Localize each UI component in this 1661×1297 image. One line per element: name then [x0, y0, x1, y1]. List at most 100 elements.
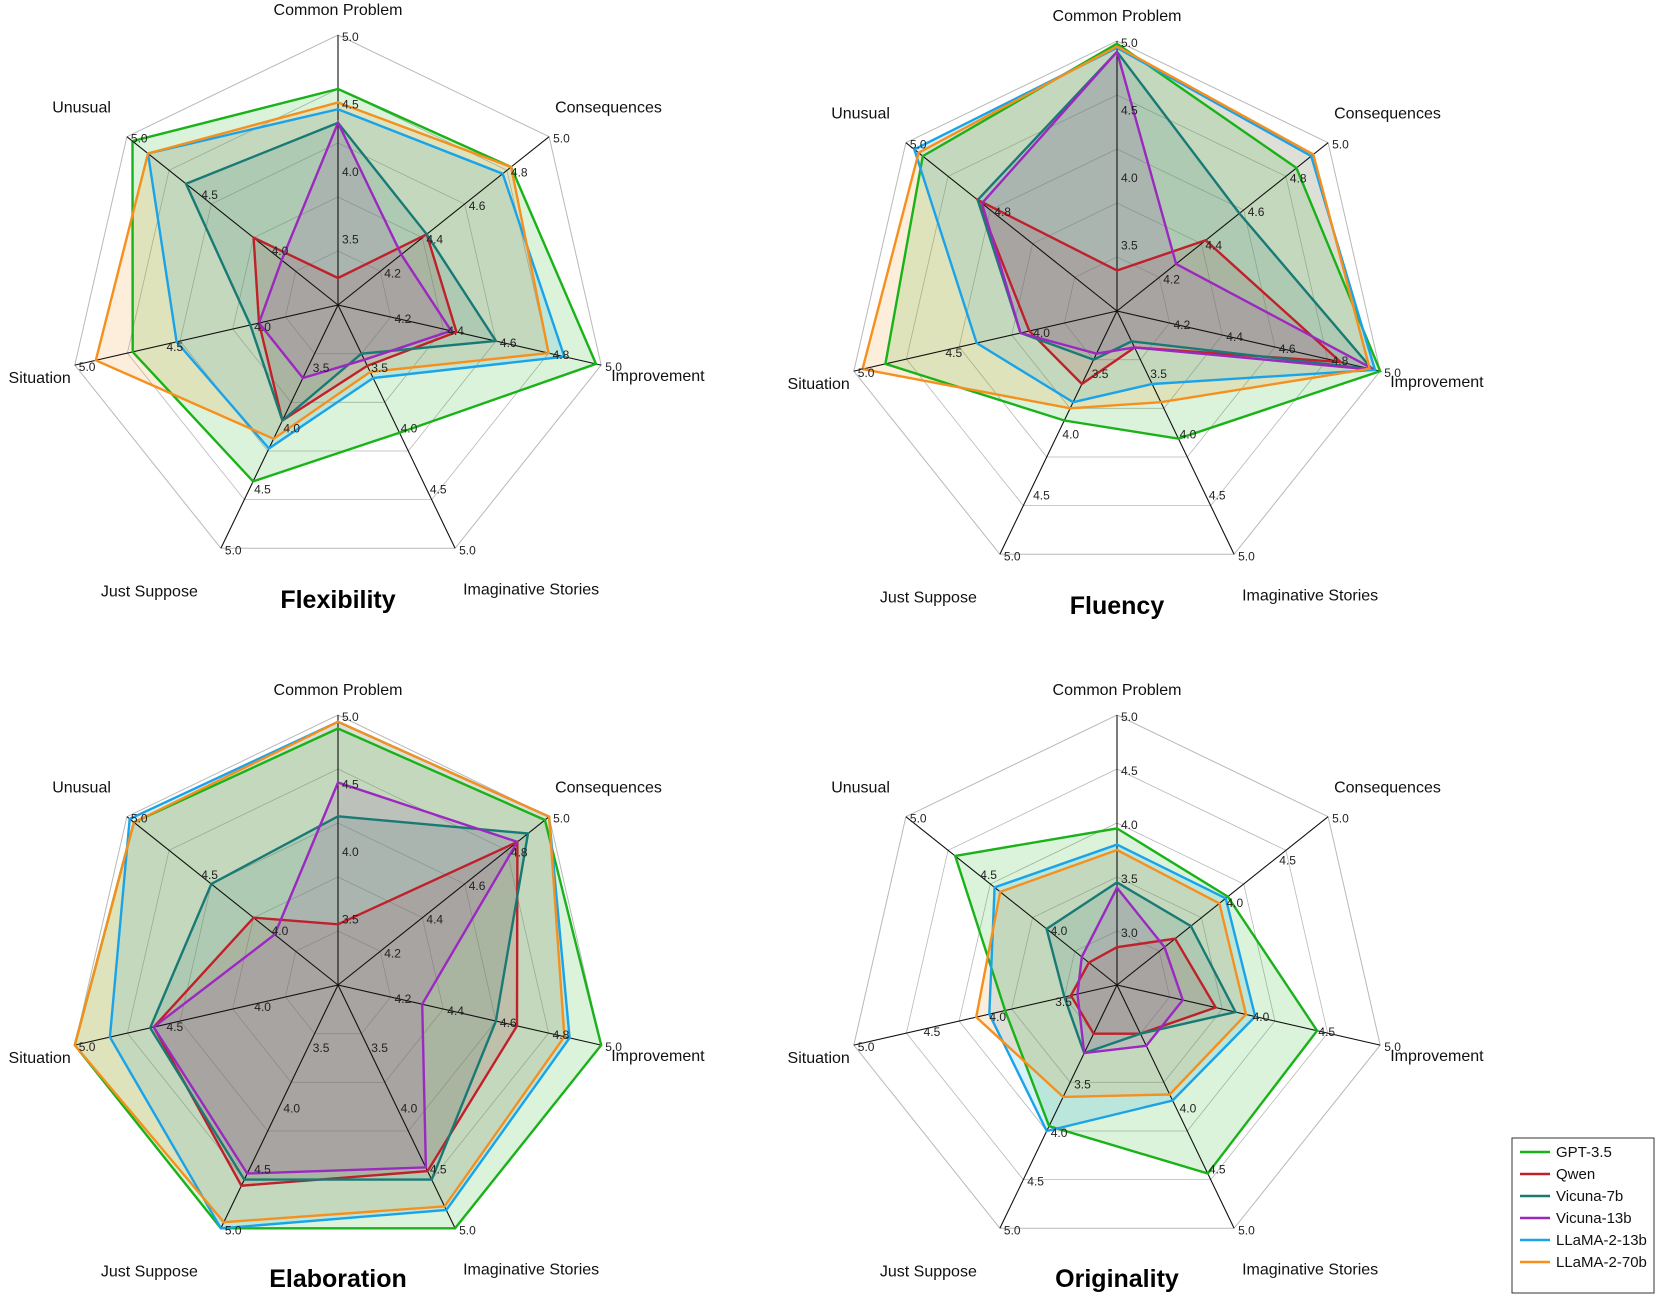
axis-label-imaginative-stories: Imaginative Stories	[1242, 587, 1378, 604]
tick-label: 4.0	[1180, 428, 1197, 442]
tick-label: 4.0	[1227, 896, 1244, 910]
grid-ring	[1011, 876, 1223, 1083]
spoke-imaginative-stories	[1116, 984, 1235, 1229]
grid-ring	[74, 34, 602, 549]
tick-label: 4.0	[1180, 1102, 1197, 1116]
tick-label: 5.0	[1121, 36, 1138, 50]
tick-label: 5.0	[1384, 366, 1401, 380]
series-area-vicuna-13b	[981, 51, 1375, 370]
axis-label-unusual: Unusual	[831, 780, 890, 797]
series-lines	[73, 720, 603, 1230]
series-fills	[955, 828, 1318, 1174]
tick-label: 5.0	[1004, 549, 1021, 563]
chart-title: Fluency	[1070, 592, 1165, 620]
tick-label: 4.0	[1051, 924, 1068, 938]
fluency-radar-chart: 3.5 4.0 4.5 5.0 4.2 4.4 4.6 4.8 5.0 4.2 4.4 4.6 4.8 5…	[788, 8, 1485, 620]
spoke-unusual	[126, 136, 339, 306]
tick-label: 5.0	[1238, 549, 1255, 563]
tick-label: 4.0	[1033, 326, 1050, 340]
tick-label: 4.0	[283, 1102, 300, 1116]
grid-ring	[853, 40, 1381, 555]
axis-label-improvement: Improvement	[611, 1048, 705, 1065]
tick-label: 4.8	[1290, 171, 1307, 185]
tick-label: 5.0	[459, 543, 476, 557]
legend: GPT-3.5 Qwen Vicuna-7b Vicuna-13b LLaMA-2-13…	[1511, 1137, 1655, 1294]
axis-label-consequences: Consequences	[1334, 106, 1441, 123]
spoke-imaginative-stories	[337, 304, 456, 549]
tick-label: 5.0	[79, 1040, 96, 1054]
spoke-just-suppose	[999, 310, 1118, 555]
tick-label: 4.5	[254, 482, 271, 496]
tick-label: 3.5	[1121, 239, 1138, 253]
tick-label: 3.5	[342, 233, 359, 247]
tick-label: 4.5	[430, 1162, 447, 1176]
series-area-vicuna-13b	[153, 782, 518, 1174]
tick-label: 4.5	[201, 188, 218, 202]
series-line-vicuna-7b	[1045, 880, 1238, 1055]
axis-label-imaginative-stories: Imaginative Stories	[463, 1261, 599, 1278]
axis-label-situation: Situation	[788, 376, 850, 393]
series-area-gpt-3-5	[885, 43, 1381, 439]
grid-ring	[284, 250, 392, 355]
tick-label: 4.8	[511, 165, 528, 179]
tick-label: 3.5	[371, 361, 388, 375]
tick-label: 4.5	[254, 1162, 271, 1176]
legend-box	[1511, 1137, 1655, 1294]
tick-label: 4.5	[980, 868, 997, 882]
tick-label: 4.0	[1062, 428, 1079, 442]
series-line-vicuna-13b	[152, 781, 520, 1175]
series-line-llama-2-13b	[912, 46, 1377, 404]
tick-label: 5.0	[553, 812, 570, 826]
tick-label: 4.5	[167, 340, 184, 354]
grid-ring	[958, 822, 1276, 1132]
tick-label: 4.8	[511, 845, 528, 859]
flexibility-radar-chart: 3.5 4.0 4.5 5.0 4.2 4.4 4.6 4.8 5.0 4.2 4.4 4.6 4.8 5…	[9, 2, 706, 614]
tick-label: 4.2	[1174, 318, 1191, 332]
grid-ring	[853, 714, 1381, 1229]
tick-label: 3.5	[313, 1041, 330, 1055]
elaboration-radar-chart: 3.5 4.0 4.5 5.0 4.2 4.4 4.6 4.8 5.0 4.2 4.4 4.6 4.8 5…	[9, 682, 706, 1293]
tick-label: 4.4	[426, 913, 443, 927]
tick-label: 4.8	[994, 205, 1011, 219]
spoke-consequences	[337, 136, 550, 306]
tick-label: 4.8	[553, 348, 570, 362]
tick-label: 4.4	[447, 1004, 464, 1018]
series-area-llama-2-13b	[109, 721, 570, 1229]
tick-label: 4.5	[167, 1020, 184, 1034]
tick-label: 4.2	[384, 266, 401, 280]
series-lines	[861, 42, 1382, 440]
tick-label: 4.0	[1253, 1010, 1270, 1024]
axis-label-just-suppose: Just Suppose	[880, 1263, 977, 1280]
spoke-situation	[853, 310, 1118, 372]
legend-label-vicuna-13b: Vicuna-13b	[1556, 1210, 1632, 1227]
tick-label: 4.0	[283, 422, 300, 436]
axis-label-consequences: Consequences	[555, 780, 662, 797]
legend-label-qwen: Qwen	[1556, 1166, 1595, 1183]
tick-label: 3.5	[1092, 367, 1109, 381]
tick-label: 4.8	[1332, 354, 1349, 368]
tick-label: 4.5	[1121, 104, 1138, 118]
tick-label: 4.5	[1209, 1162, 1226, 1176]
axis-label-improvement: Improvement	[1390, 374, 1484, 391]
spoke-unusual	[905, 142, 1118, 312]
series-line-llama-2-13b	[988, 843, 1257, 1133]
tick-label: 4.5	[1033, 488, 1050, 502]
axis-label-unusual: Unusual	[831, 106, 890, 123]
grid-ring	[1011, 202, 1223, 409]
series-line-llama-2-70b	[73, 720, 566, 1224]
tick-label: 4.5	[342, 98, 359, 112]
series-area-llama-2-70b	[862, 46, 1370, 409]
spokes	[853, 715, 1381, 1229]
tick-label: 5.0	[1238, 1223, 1255, 1237]
axis-label-situation: Situation	[9, 370, 71, 387]
tick-label: 4.6	[500, 1016, 517, 1030]
tick-label: 5.0	[131, 132, 148, 146]
tick-label: 3.5	[313, 361, 330, 375]
spoke-imaginative-stories	[1116, 310, 1235, 555]
series-fills	[95, 89, 596, 482]
series-line-llama-2-13b	[146, 107, 567, 451]
tick-label: 4.0	[272, 244, 289, 258]
tick-label: 5.0	[131, 812, 148, 826]
tick-label: 5.0	[225, 1223, 242, 1237]
series-lines	[94, 87, 598, 483]
